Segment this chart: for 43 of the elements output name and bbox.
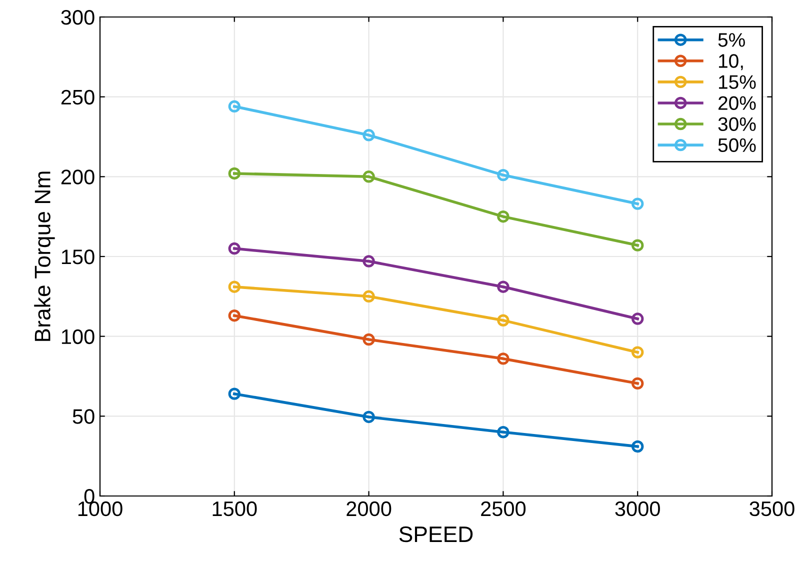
legend-label: 20% (718, 96, 756, 110)
y-tick-label: 150 (62, 250, 94, 264)
point (228, 167, 241, 180)
point (228, 309, 241, 322)
point (362, 410, 375, 424)
point (631, 312, 644, 325)
point (631, 440, 644, 453)
y-tick-label: 200 (61, 170, 94, 184)
point (228, 242, 241, 255)
point (362, 333, 375, 346)
y-tick-label: 100 (62, 329, 94, 344)
y-tick-label: 300 (61, 10, 94, 25)
point (497, 426, 510, 438)
legend-label: 5% (718, 33, 745, 47)
point (362, 170, 375, 183)
y-axis-title: Brake Torque Nm (34, 172, 55, 341)
point (631, 198, 644, 210)
point (497, 280, 510, 293)
legend-label: 10, (719, 54, 743, 70)
point (631, 377, 644, 390)
legend-label: 15% (719, 75, 756, 89)
point (497, 314, 510, 326)
point (228, 280, 241, 293)
x-tick-label: 3000 (615, 501, 660, 516)
point (228, 388, 241, 400)
legend-label: 50% (718, 138, 756, 152)
legend-label: 30% (718, 117, 756, 132)
x-tick-label: 3500 (750, 501, 794, 516)
x-tick-label: 2500 (481, 501, 526, 516)
x-tick-label: 1500 (212, 501, 257, 516)
point (362, 129, 375, 142)
point (228, 100, 241, 113)
point (497, 168, 510, 182)
x-axis-title: SPEED (399, 526, 473, 542)
y-tick-label: 250 (61, 90, 94, 105)
point (497, 210, 510, 223)
point (362, 255, 375, 268)
point (631, 239, 644, 252)
point (362, 290, 375, 303)
point (497, 352, 510, 365)
point (631, 346, 644, 358)
y-tick-label: 50 (72, 409, 94, 424)
x-tick-label: 2000 (346, 501, 392, 516)
